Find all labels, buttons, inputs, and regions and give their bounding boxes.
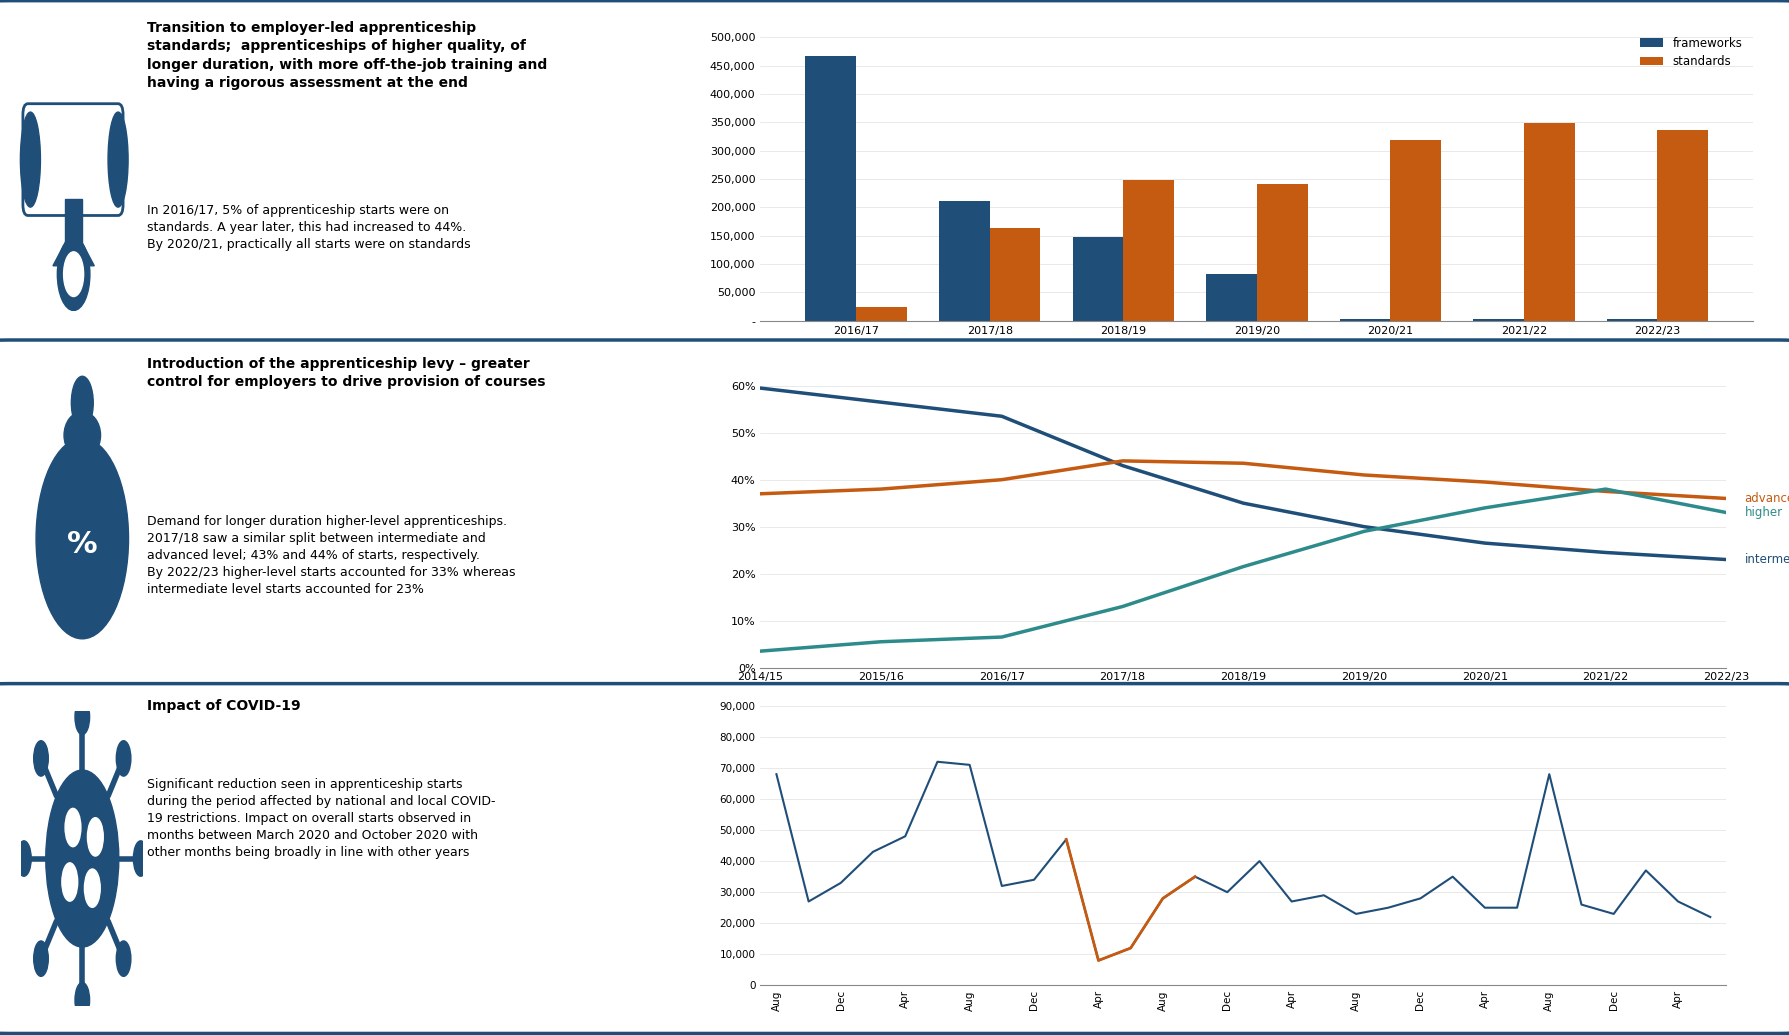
Bar — [1073, 237, 1123, 321]
Circle shape — [64, 252, 84, 297]
Legend: frameworks, standards: frameworks, standards — [1635, 32, 1748, 73]
Bar — [1340, 319, 1390, 321]
Polygon shape — [54, 227, 95, 266]
Text: Impact of COVID-19: Impact of COVID-19 — [147, 699, 301, 713]
Circle shape — [75, 982, 89, 1017]
Bar — [1524, 123, 1574, 321]
Ellipse shape — [64, 412, 100, 459]
FancyBboxPatch shape — [0, 339, 1789, 689]
Circle shape — [34, 741, 48, 776]
Bar — [805, 56, 857, 321]
Ellipse shape — [107, 112, 129, 207]
Ellipse shape — [36, 438, 129, 639]
Circle shape — [34, 941, 48, 976]
Text: Demand for longer duration higher-level apprenticeships.
2017/18 saw a similar s: Demand for longer duration higher-level … — [147, 514, 515, 596]
Bar — [857, 306, 907, 321]
Ellipse shape — [20, 112, 41, 207]
Circle shape — [84, 869, 100, 908]
Circle shape — [75, 700, 89, 735]
Bar — [989, 229, 1041, 321]
Bar — [1472, 319, 1524, 321]
FancyBboxPatch shape — [0, 683, 1789, 1033]
Bar — [1657, 130, 1708, 321]
Bar — [1607, 319, 1657, 321]
Circle shape — [134, 840, 148, 877]
Circle shape — [116, 941, 131, 976]
Bar — [66, 199, 82, 266]
Text: higher: higher — [1744, 506, 1782, 520]
FancyBboxPatch shape — [0, 1, 1789, 343]
Circle shape — [57, 238, 89, 310]
Text: Transition to employer-led apprenticeship
standards;  apprenticeships of higher : Transition to employer-led apprenticeshi… — [147, 21, 547, 90]
Circle shape — [116, 741, 131, 776]
Circle shape — [63, 863, 77, 901]
Text: intermediate: intermediate — [1744, 553, 1789, 566]
Text: In 2016/17, 5% of apprenticeship starts were on
standards. A year later, this ha: In 2016/17, 5% of apprenticeship starts … — [147, 204, 471, 250]
Bar — [1123, 180, 1174, 321]
Bar — [1206, 274, 1256, 321]
Text: advanced: advanced — [1744, 492, 1789, 505]
Text: %: % — [66, 530, 98, 559]
Circle shape — [16, 840, 30, 877]
Circle shape — [47, 770, 118, 947]
Text: Introduction of the apprenticeship levy – greater
control for employers to drive: Introduction of the apprenticeship levy … — [147, 357, 546, 389]
Circle shape — [64, 808, 81, 847]
Bar — [1390, 140, 1440, 321]
Bar — [1256, 184, 1308, 321]
Bar — [939, 201, 989, 321]
Text: Significant reduction seen in apprenticeship starts
during the period affected b: Significant reduction seen in apprentice… — [147, 777, 496, 859]
Circle shape — [88, 818, 104, 856]
Circle shape — [72, 377, 93, 430]
FancyBboxPatch shape — [23, 104, 123, 215]
